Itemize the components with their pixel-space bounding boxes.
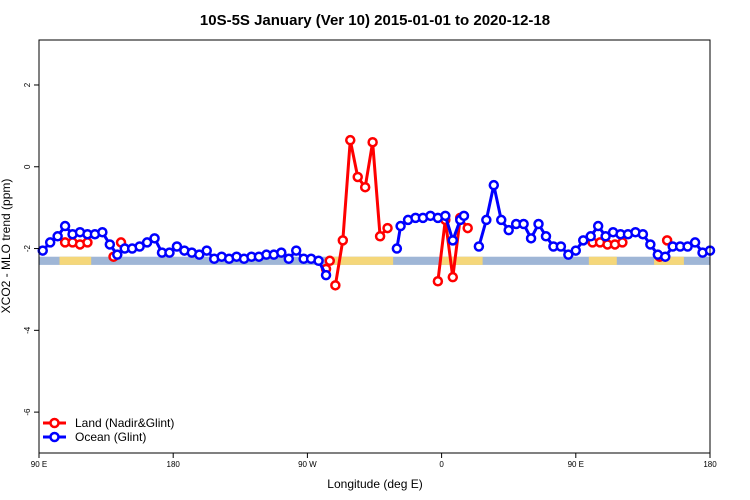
data-point [462,222,473,234]
y-tick-label: -2 [23,244,32,252]
series-1 [37,179,716,281]
x-tick-label: 90 E [568,460,584,469]
data-point [578,235,589,246]
y-axis: 2 0 -2 -4 -6 [23,82,39,416]
data-point [503,224,514,236]
data-point [540,231,552,242]
data-point [645,239,656,250]
data-point [52,231,63,242]
legend-land-marker [49,417,60,429]
land-band-segment [654,256,684,265]
x-tick-label: 0 [439,460,444,469]
data-point [141,237,153,248]
x-axis-label: Longitude (deg E) [327,477,422,491]
data-point [395,220,406,232]
data-point [345,134,356,146]
data-point [134,241,145,252]
chart-title: 10S-5S January (Ver 10) 2015-01-01 to 20… [200,12,550,29]
data-point [324,255,336,267]
data-point [359,181,371,193]
data-point [276,247,287,258]
data-point [391,243,403,254]
data-point [473,241,485,252]
series-line [333,138,389,286]
data-point [447,235,459,246]
data-point [592,220,604,232]
data-point [382,222,393,234]
legend-ocean-marker [49,431,60,443]
data-point [283,253,295,265]
data-point [689,237,701,248]
data-point [533,218,544,230]
data-point [518,218,529,230]
x-axis: 90 E 180 90 W 0 90 E 180 [31,453,717,469]
data-point [481,214,492,226]
legend-land-label: Land (Nadir&Glint) [75,416,174,430]
x-tick-label: 180 [703,460,717,469]
data-point [563,249,574,260]
data-point [447,271,459,283]
data-point [374,231,386,242]
data-point [330,280,341,291]
land-band-segment [441,256,483,265]
data-point [488,179,500,191]
data-point [458,210,470,222]
series-0 [59,134,673,291]
data-point [320,269,332,281]
data-point [97,226,108,238]
legend: Land (Nadir&Glint) Ocean (Glint) [43,416,174,444]
data-point [585,231,596,242]
data-point [495,214,507,226]
series-layer [37,134,716,291]
data-point [432,276,444,287]
land-band-segment [588,256,617,265]
data-point [290,245,302,256]
data-point [82,237,93,248]
data-point [637,228,649,240]
y-tick-label: 2 [23,82,32,87]
y-axis-label: XCO2 - MLO trend (ppm) [0,179,13,314]
data-point [37,245,48,256]
x-tick-label: 90 W [298,460,317,469]
data-point [104,239,116,250]
land-band-segment [331,256,394,265]
data-point [661,235,673,246]
data-point [194,249,205,260]
map-band [39,256,710,265]
data-point [352,171,363,183]
y-tick-label: -4 [23,326,32,334]
data-point [570,245,582,256]
data-point [112,249,123,260]
data-point [313,255,324,267]
data-point [555,241,567,252]
y-tick-label: 0 [23,164,32,169]
data-point [367,136,378,148]
x-tick-label: 90 E [31,460,47,469]
x-tick-label: 180 [167,460,181,469]
data-point [682,241,693,252]
plot-frame [38,39,711,454]
data-point [44,237,56,248]
data-point [201,245,212,256]
data-point [164,247,175,258]
data-point [660,251,671,262]
data-point [337,235,349,246]
data-point [440,210,451,222]
data-point [149,233,160,244]
data-point [600,231,611,242]
legend-ocean-label: Ocean (Glint) [75,430,146,444]
y-tick-label: -6 [23,408,32,416]
data-point [617,237,628,248]
data-point [525,233,537,244]
land-band-segment [59,256,92,265]
data-point [59,220,71,232]
data-point [171,241,183,252]
